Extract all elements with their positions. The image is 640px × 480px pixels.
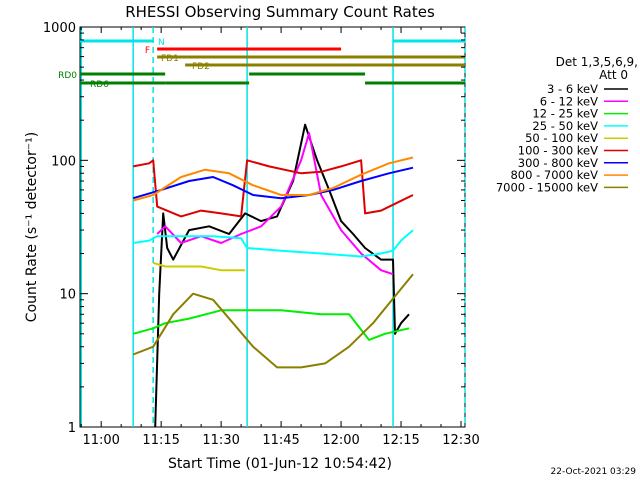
legend-label-0: 3 - 6 keV <box>547 82 598 96</box>
series-layer <box>132 123 414 428</box>
legend-title-line2: Att 0 <box>599 68 628 82</box>
y-axis-ticks: 1 10 100 1000 <box>43 21 465 436</box>
legend-label-6: 300 - 800 keV <box>518 156 598 170</box>
flag-label-f: F <box>145 46 150 56</box>
x-axis-ticks: 11:00 11:15 11:30 11:45 12:00 12:15 12:30 <box>80 27 480 448</box>
legend-title-line1: Det 1,3,5,6,9, <box>556 55 638 69</box>
y-tick-label-3: 1000 <box>43 21 76 36</box>
legend-label-2: 12 - 25 keV <box>532 107 598 121</box>
flag-fd1: FD1 <box>157 54 465 64</box>
flag-rd0: RD0 <box>58 71 366 81</box>
series-line-7 <box>132 156 414 202</box>
flag-label-rd0: RD0 <box>58 71 77 81</box>
series-line-3 <box>133 229 414 258</box>
time-markers <box>80 27 466 427</box>
series-line-2 <box>132 309 410 341</box>
x-tick-label-6: 12:30 <box>442 433 479 448</box>
flag-fd2: FD2 <box>185 62 465 72</box>
flag-rd6: RD6 <box>80 80 465 90</box>
x-axis-label: Start Time (01-Jun-12 10:54:42) <box>168 456 392 472</box>
series-line-8 <box>132 273 414 369</box>
legend-label-3: 25 - 50 keV <box>532 119 598 133</box>
series-line-1 <box>156 132 394 276</box>
flag-label-n: N <box>158 38 165 48</box>
observing-flags: NF FD1 FD2 RD0 RD6 <box>58 38 465 90</box>
flag-f: F <box>145 46 342 56</box>
flag-label-fd2: FD2 <box>192 62 210 72</box>
flag-n: N <box>80 38 465 48</box>
legend-label-8: 7000 - 15000 keV <box>496 180 598 194</box>
flag-label-fd1: FD1 <box>161 54 179 64</box>
series-line-4 <box>152 261 246 272</box>
generation-timestamp: 22-Oct-2021 03:29 <box>551 467 637 477</box>
flag-label-rd6: RD6 <box>90 80 109 90</box>
series-line-6 <box>132 166 414 200</box>
y-tick-label-0: 1 <box>68 421 76 436</box>
y-tick-label-2: 100 <box>51 154 76 169</box>
x-tick-label-4: 12:00 <box>322 433 359 448</box>
chart-title: RHESSI Observing Summary Count Rates <box>125 3 435 21</box>
x-tick-label-2: 11:30 <box>202 433 239 448</box>
x-tick-label-5: 12:15 <box>382 433 419 448</box>
legend-label-5: 100 - 300 keV <box>518 144 598 158</box>
y-axis-label: Count Rate (s⁻¹ detector⁻¹) <box>24 132 40 322</box>
series-line-5 <box>133 159 414 218</box>
x-tick-label-3: 11:45 <box>262 433 299 448</box>
x-tick-label-1: 11:15 <box>142 433 179 448</box>
y-tick-label-1: 10 <box>59 288 76 303</box>
x-tick-label-0: 11:00 <box>82 433 119 448</box>
legend-label-1: 6 - 12 keV <box>540 94 598 108</box>
legend-label-7: 800 - 7000 keV <box>510 168 598 182</box>
legend-label-4: 50 - 100 keV <box>525 131 598 145</box>
